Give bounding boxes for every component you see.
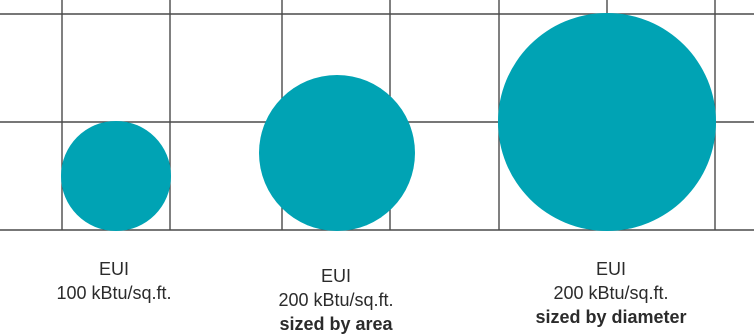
caption-label: EUI xyxy=(320,266,351,286)
caption-diameter-circle: EUI 200 kBtu/sq.ft. sized by diameter xyxy=(506,257,716,329)
caption-value: 200 kBtu/sq.ft. xyxy=(278,290,394,310)
caption-small-circle: EUI 100 kBtu/sq.ft. xyxy=(14,257,214,305)
caption-value: 200 kBtu/sq.ft. xyxy=(553,283,669,303)
caption-note: sized by area xyxy=(279,314,393,334)
circle-200-eui-by-diameter xyxy=(498,13,716,231)
caption-area-circle: EUI 200 kBtu/sq.ft. sized by area xyxy=(236,264,436,336)
caption-label: EUI xyxy=(98,259,129,279)
circles xyxy=(61,13,716,231)
circle-200-eui-by-area xyxy=(259,75,415,231)
caption-note: sized by diameter xyxy=(535,307,687,327)
caption-label: EUI xyxy=(595,259,626,279)
caption-value: 100 kBtu/sq.ft. xyxy=(56,283,172,303)
circle-100-eui xyxy=(61,121,171,231)
